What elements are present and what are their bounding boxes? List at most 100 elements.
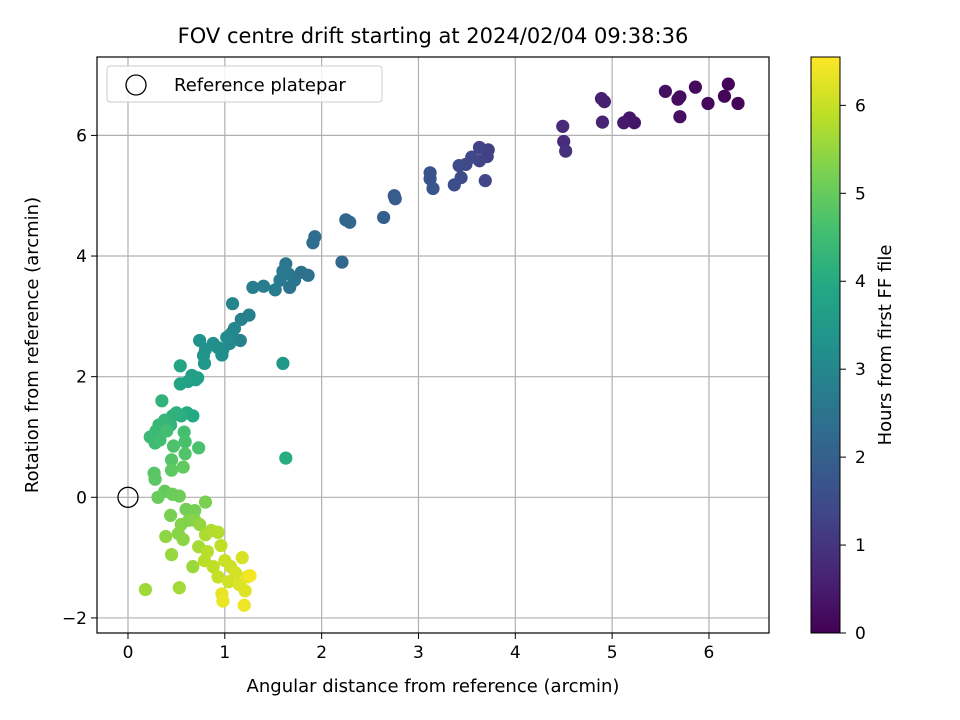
scatter-point <box>214 538 228 553</box>
scatter-point <box>138 582 153 597</box>
data-points <box>138 77 745 612</box>
scatter-point <box>186 560 200 574</box>
x-axis-ticks: 0 1 2 3 4 5 6 <box>123 633 715 663</box>
scatter-point <box>243 569 257 583</box>
y-tick-label: −2 <box>62 609 87 629</box>
scatter-point <box>658 84 672 98</box>
x-axis-label: Angular distance from reference (arcmin) <box>247 676 620 697</box>
scatter-point <box>164 547 179 562</box>
scatter-point <box>193 333 207 348</box>
scatter-point <box>283 280 297 294</box>
y-tick-label: 2 <box>76 368 87 388</box>
legend-box <box>106 65 383 103</box>
scatter-point <box>220 330 234 345</box>
scatter-point <box>155 394 169 408</box>
scatter-point <box>276 356 290 370</box>
scatter-point <box>478 174 492 188</box>
chart-title: FOV centre drift starting at 2024/02/04 … <box>178 24 689 48</box>
scatter-point <box>559 144 573 158</box>
scatter-point <box>673 110 687 124</box>
scatter-point <box>163 508 178 522</box>
colorbar-label: Hours from first FF file <box>875 245 896 446</box>
scatter-point <box>222 575 236 589</box>
x-tick-label: 5 <box>607 643 618 663</box>
scatter-point <box>188 503 202 518</box>
scatter-point <box>206 560 220 574</box>
scatter-point <box>237 598 251 612</box>
scatter-point <box>717 89 732 103</box>
grid-lines <box>97 57 769 633</box>
x-tick-label: 0 <box>123 643 134 663</box>
y-tick-label: 6 <box>76 126 87 146</box>
plot-frame <box>96 56 770 634</box>
y-tick-label: 0 <box>76 488 87 508</box>
scatter-point <box>177 425 191 439</box>
scatter-point <box>594 92 609 106</box>
y-axis-label: Rotation from reference (arcmin) <box>22 197 43 493</box>
colorbar-tick-label: 1 <box>855 536 866 556</box>
scatter-point <box>197 356 212 370</box>
scatter-point <box>178 447 192 461</box>
scatter-point <box>166 439 181 453</box>
scatter-point <box>731 96 745 111</box>
scatter-point <box>617 116 631 130</box>
scatter-point <box>164 453 179 467</box>
scatter-point <box>235 551 249 565</box>
scatter-point <box>452 158 466 173</box>
colorbar-tick-label: 6 <box>855 96 866 116</box>
scatter-point <box>178 435 192 449</box>
scatter-point <box>164 463 179 477</box>
scatter-point <box>159 529 173 544</box>
scatter-point <box>426 181 440 196</box>
scatter-point <box>153 433 167 447</box>
scatter-point <box>225 297 240 311</box>
scatter-point <box>176 460 190 474</box>
legend-entry-label: Reference platepar <box>174 75 346 96</box>
scatter-point <box>701 96 715 111</box>
scatter-point <box>192 441 206 455</box>
scatter-point <box>721 77 735 91</box>
scatter-point <box>176 532 190 547</box>
x-tick-label: 4 <box>510 643 521 663</box>
x-tick-label: 3 <box>413 643 424 663</box>
scatter-point <box>595 115 610 129</box>
scatter-point <box>215 348 229 362</box>
scatter-point <box>216 594 230 608</box>
y-axis-ticks: −2 0 2 4 6 <box>62 126 97 629</box>
scatter-point <box>211 570 225 584</box>
scatter-point <box>268 283 282 297</box>
x-tick-label: 1 <box>219 643 230 663</box>
scatter-point <box>172 489 186 503</box>
y-tick-label: 4 <box>76 247 87 267</box>
colorbar-gradient <box>810 56 841 634</box>
colorbar-tick-label: 5 <box>855 184 866 204</box>
scatter-point <box>233 333 247 348</box>
scatter-point <box>198 495 213 509</box>
scatter-point <box>160 424 174 438</box>
colorbar-tick-label: 4 <box>855 272 866 292</box>
colorbar-tick-label: 2 <box>855 448 866 468</box>
scatter-point <box>234 312 248 326</box>
scatter-point <box>306 236 320 250</box>
scatter-point <box>193 517 207 532</box>
colorbar-ticks: 0 1 2 3 4 5 6 <box>840 96 866 644</box>
colorbar-tick-label: 3 <box>855 360 866 380</box>
scatter-point <box>335 255 349 269</box>
x-tick-label: 6 <box>704 643 715 663</box>
reference-marker-layer <box>117 486 139 508</box>
scatter-point <box>151 490 165 504</box>
scatter-point <box>228 566 243 580</box>
scatter-point <box>148 472 162 486</box>
scatter-point <box>688 80 703 94</box>
scatter-point <box>246 280 260 294</box>
scatter-point <box>472 140 487 155</box>
colorbar: 0 1 2 3 4 5 6 Hours from first FF file <box>810 56 896 644</box>
scatter-point <box>447 178 461 192</box>
scatter-point <box>173 359 187 373</box>
legend-marker-icon <box>125 74 147 96</box>
scatter-point <box>256 279 271 293</box>
reference-platepar-marker <box>117 486 139 508</box>
scatter-point <box>211 525 225 539</box>
scatter-point <box>556 119 570 133</box>
